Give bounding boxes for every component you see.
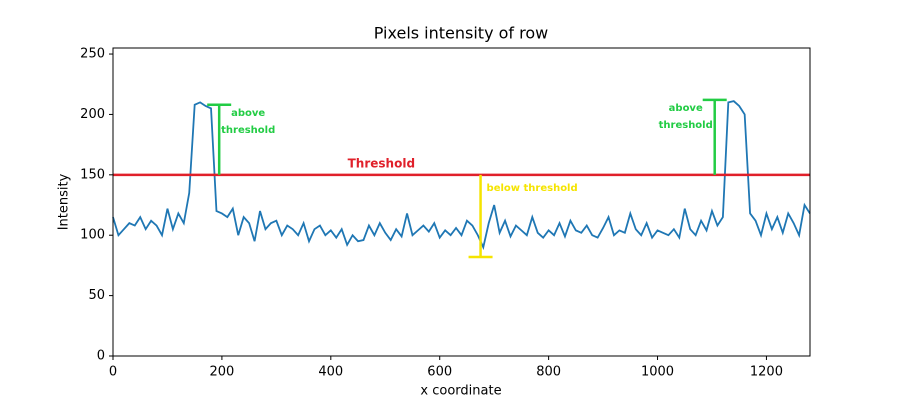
y-tick-label: 0 (97, 349, 105, 364)
x-tick-label: 200 (209, 365, 234, 380)
x-tick-label: 800 (536, 365, 561, 380)
x-tick-label: 1200 (750, 365, 783, 380)
x-tick-label: 1000 (641, 365, 674, 380)
annotation-label: above (669, 103, 703, 114)
x-tick-label: 400 (318, 365, 343, 380)
plot-frame (112, 47, 811, 357)
y-tick-label: 50 (88, 288, 105, 303)
annotation-label: below threshold (487, 183, 578, 194)
data-line (112, 100, 811, 251)
threshold-label: Threshold (348, 156, 415, 170)
y-tick-label: 250 (80, 47, 105, 62)
x-axis-label: x coordinate (420, 384, 501, 399)
annotation-label: threshold (659, 120, 713, 131)
y-tick-label: 200 (80, 107, 105, 122)
chart-title: Pixels intensity of row (374, 24, 549, 43)
x-tick-label: 0 (109, 365, 117, 380)
y-axis-label: Intensity (57, 173, 72, 230)
annotation-label: threshold (221, 125, 275, 136)
y-tick-label: 150 (80, 167, 105, 182)
y-tick-label: 100 (80, 228, 105, 243)
x-tick-label: 600 (427, 365, 452, 380)
annotation-label: above (231, 108, 265, 119)
